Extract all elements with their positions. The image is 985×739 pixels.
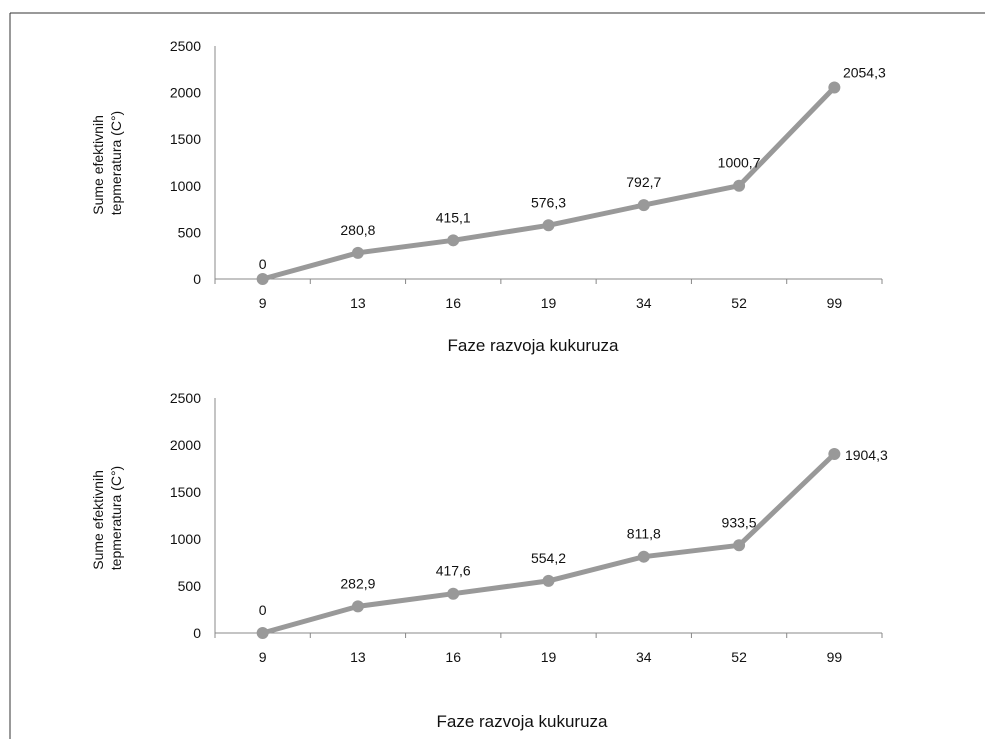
y-tick-labels: 0 500 1000 1500 2000 2500	[170, 390, 201, 641]
series-line-group	[256, 447, 841, 639]
data-label: 1904,3	[845, 447, 888, 463]
data-label: 933,5	[722, 514, 757, 530]
data-point	[542, 219, 555, 232]
x-tick-label: 34	[636, 295, 652, 311]
data-label: 415,1	[436, 209, 471, 225]
data-label: 792,7	[626, 174, 661, 190]
data-point	[637, 550, 650, 563]
x-tick-label: 16	[445, 295, 461, 311]
data-label: 1000,7	[718, 155, 761, 171]
x-axis-title: Faze razvoja kukuruza	[436, 712, 608, 731]
data-point	[733, 179, 746, 192]
y-tick-label: 2500	[170, 38, 201, 54]
data-point	[828, 81, 841, 94]
data-point	[447, 234, 460, 247]
y-tick-label: 500	[178, 578, 202, 594]
series-line-group	[256, 81, 841, 285]
data-label: 554,2	[531, 550, 566, 566]
y-tick-label: 1000	[170, 178, 201, 194]
x-tick-label: 99	[827, 295, 843, 311]
data-point	[351, 246, 364, 259]
data-point	[256, 627, 269, 639]
data-point	[447, 587, 460, 600]
data-labels: 0 282,9 417,6 554,2 811,8 933,5 1904,3	[259, 447, 888, 618]
series-line	[261, 452, 837, 636]
chart-top: 0 500 1000 1500 2000 2500 9 13 16 19 34 52 99 0 280,…	[90, 38, 886, 355]
x-tick-label: 19	[541, 295, 557, 311]
y-tick-label: 1000	[170, 531, 201, 547]
x-tick-label: 13	[350, 295, 366, 311]
y-tick-labels: 0 500 1000 1500 2000 2500	[170, 38, 201, 287]
data-label: 811,8	[627, 526, 661, 542]
data-labels: 0 280,8 415,1 576,3 792,7 1000,7 2054,3	[259, 65, 886, 272]
data-label: 576,3	[531, 194, 566, 210]
x-tick-label: 13	[350, 649, 366, 665]
data-label: 282,9	[340, 575, 375, 591]
x-tick-label: 16	[445, 649, 461, 665]
x-tick-label: 9	[259, 295, 267, 311]
data-label: 2054,3	[843, 65, 886, 81]
chart-bottom: 0 500 1000 1500 2000 2500 9 13 16 19 34 52 99 0 282,…	[90, 390, 888, 731]
y-tick-label: 0	[193, 271, 201, 287]
x-tick-label: 34	[636, 649, 652, 665]
y-tick-label: 0	[193, 625, 201, 641]
y-tick-label: 2000	[170, 85, 201, 101]
x-tick-label: 52	[731, 649, 747, 665]
y-tick-label: 2500	[170, 390, 201, 406]
x-axis-title: Faze razvoja kukuruza	[447, 336, 619, 355]
x-tick-label: 99	[827, 649, 843, 665]
data-point	[542, 574, 555, 587]
data-label: 280,8	[340, 222, 375, 238]
series-line	[261, 85, 837, 282]
y-axis-title: Sume efektivnih tepmeratura (C°)	[90, 111, 124, 215]
data-point	[828, 447, 841, 460]
data-label: 417,6	[436, 563, 471, 579]
data-label: 0	[259, 256, 267, 272]
data-point	[637, 199, 650, 212]
x-tick-label: 52	[731, 295, 747, 311]
y-tick-label: 1500	[170, 131, 201, 147]
y-tick-label: 1500	[170, 484, 201, 500]
y-tick-label: 2000	[170, 437, 201, 453]
y-tick-label: 500	[178, 224, 202, 240]
data-label: 0	[259, 602, 267, 618]
data-point	[256, 273, 269, 285]
x-tick-label: 19	[541, 649, 557, 665]
x-tick-labels: 9 13 16 19 34 52 99	[214, 633, 883, 665]
x-tick-labels: 9 13 16 19 34 52 99	[214, 279, 883, 311]
y-axis-title: Sume efektivnih tepmeratura (C°)	[90, 466, 124, 570]
data-point	[733, 539, 746, 552]
data-point	[351, 600, 364, 613]
x-tick-label: 9	[259, 649, 267, 665]
